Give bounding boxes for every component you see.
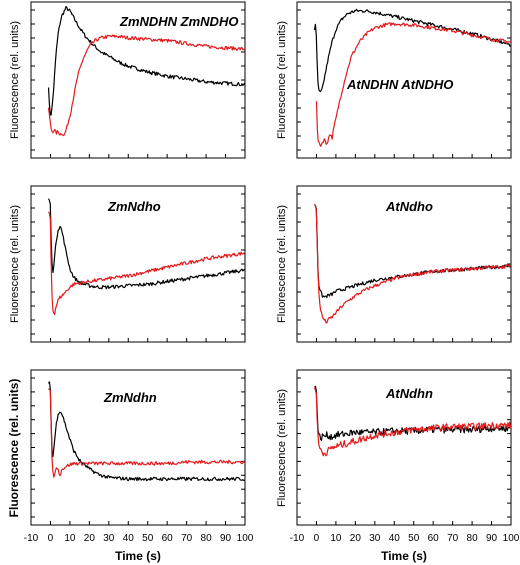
black-trace	[314, 204, 512, 299]
tick-marks	[296, 193, 512, 342]
y-axis-label: Fluorescence (rel. units)	[7, 379, 21, 518]
x-tick-label: 30	[103, 533, 115, 544]
x-tick-label: 60	[428, 533, 440, 544]
series-lines	[47, 381, 246, 482]
x-tick-label: 40	[123, 533, 135, 544]
series-lines	[313, 385, 512, 457]
x-tick-label: 60	[162, 533, 174, 544]
panel-title: ZmNdho	[107, 199, 161, 214]
x-tick-label: -10	[290, 533, 305, 544]
x-tick-label: 70	[181, 533, 193, 544]
x-tick-label: 90	[486, 533, 498, 544]
panel-atndho: AtNdho Fluorescence (rel. units)	[276, 185, 512, 343]
panel-zmndho: ZmNdho Fluorescence (rel. units)	[9, 185, 246, 343]
panel-title: AtNdhn	[385, 386, 433, 401]
red-trace	[47, 34, 245, 137]
x-axis-label: Time (s)	[381, 549, 427, 563]
y-axis-label: Fluorescence (rel. units)	[9, 205, 21, 323]
series-lines	[313, 203, 512, 324]
red-trace	[48, 211, 245, 316]
panel-atndhn-atndho: AtNDHN AtNDHO Fluorescence (rel. units)	[276, 1, 512, 159]
x-tick-label: 30	[369, 533, 381, 544]
x-tick-label: 100	[237, 533, 254, 544]
x-tick-label: 50	[408, 533, 420, 544]
panel-zmndhn-zmndho: ZmNDHN ZmNDHO Fluorescence (rel. units)	[9, 1, 246, 159]
x-tick-label: 90	[220, 533, 232, 544]
red-trace	[313, 203, 512, 324]
x-tick-label: 20	[350, 533, 362, 544]
panel-zmndhn: ZmNdhn Fluorescence (rel. units) -10 0 10 2…	[7, 369, 254, 563]
x-tick-label: 0	[48, 533, 54, 544]
red-trace	[315, 22, 511, 147]
panel-title: AtNdho	[385, 199, 433, 214]
x-tick-label: 10	[64, 533, 76, 544]
tick-marks	[296, 377, 512, 525]
y-axis-label: Fluorescence (rel. units)	[276, 389, 288, 507]
panel-title: AtNDHN AtNDHO	[346, 77, 453, 92]
y-axis-label: Fluorescence (rel. units)	[276, 205, 288, 323]
x-tick-label: 100	[503, 533, 520, 544]
red-trace	[313, 387, 512, 457]
tick-marks	[296, 9, 512, 158]
x-tick-label: 50	[142, 533, 154, 544]
panel-atndhn: AtNdhn Fluorescence (rel. units) -10 0 10 2…	[276, 369, 520, 563]
black-trace	[47, 5, 246, 116]
x-tick-labels: -10 0 10 20 30 40 50 60 70 80 90 100	[290, 533, 520, 544]
series-lines	[47, 198, 246, 316]
tick-marks	[30, 193, 246, 342]
y-axis-label: Fluorescence (rel. units)	[276, 21, 288, 139]
panel-title: ZmNDHN ZmNDHO	[119, 14, 238, 29]
x-axis-label: Time (s)	[115, 549, 161, 563]
x-tick-label: -10	[24, 533, 39, 544]
x-tick-label: 20	[84, 533, 96, 544]
tick-marks	[30, 9, 246, 158]
red-trace	[48, 388, 246, 478]
series-lines	[47, 5, 246, 137]
x-tick-labels: -10 0 10 20 30 40 50 60 70 80 90 100	[24, 533, 254, 544]
x-tick-label: 40	[389, 533, 401, 544]
series-lines	[313, 8, 511, 147]
x-tick-label: 10	[330, 533, 342, 544]
panel-title: ZmNdhn	[103, 390, 157, 405]
x-tick-label: 70	[447, 533, 459, 544]
x-tick-label: 80	[201, 533, 213, 544]
y-axis-label: Fluorescence (rel. units)	[9, 21, 21, 139]
x-tick-label: 0	[314, 533, 320, 544]
x-tick-label: 80	[467, 533, 479, 544]
